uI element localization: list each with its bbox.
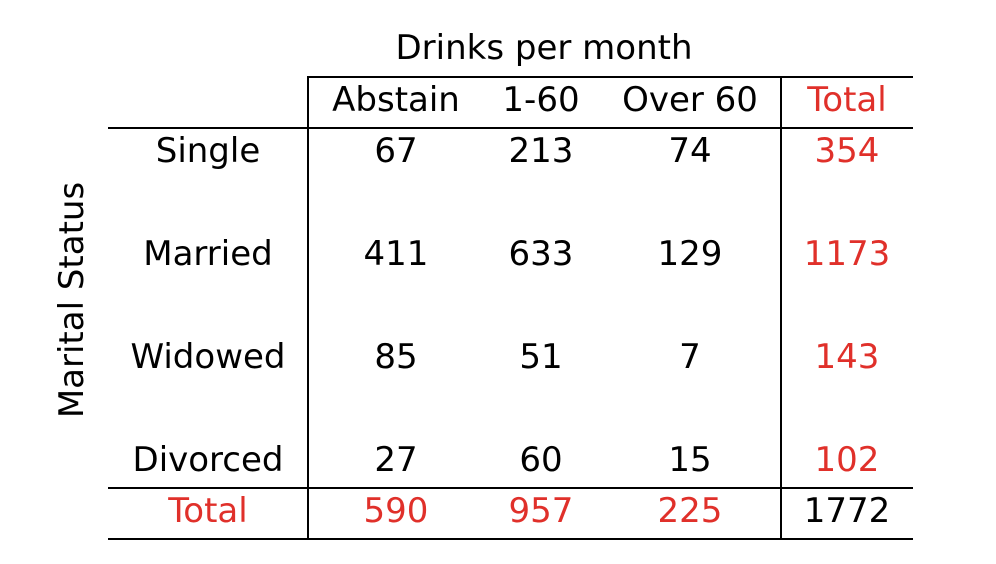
cell-single-over-60: 74 (668, 131, 712, 171)
header-top-rule (308, 76, 913, 78)
cell-widowed-over-60: 7 (679, 337, 701, 377)
cell-widowed-total: 143 (814, 337, 880, 377)
cell-total-abstain: 590 (363, 491, 429, 531)
cell-divorced-abstain: 27 (374, 440, 418, 480)
cell-widowed-1-60: 51 (519, 337, 563, 377)
cell-single-1-60: 213 (508, 131, 574, 171)
cell-single-abstain: 67 (374, 131, 418, 171)
row-label-single: Single (155, 131, 261, 171)
row-label-widowed: Widowed (130, 337, 286, 377)
cell-divorced-1-60: 60 (519, 440, 563, 480)
cell-single-total: 354 (814, 131, 880, 171)
row-label-divider (307, 76, 309, 540)
cell-married-abstain: 411 (363, 234, 429, 274)
cell-divorced-over-60: 15 (668, 440, 712, 480)
header-bottom-rule (108, 127, 913, 129)
cell-married-1-60: 633 (508, 234, 574, 274)
cell-married-total: 1173 (803, 234, 891, 274)
cell-divorced-total: 102 (814, 440, 880, 480)
total-column-divider (780, 76, 782, 540)
row-label-married: Married (143, 234, 273, 274)
total-row-rule (108, 487, 913, 489)
cell-grand-total: 1772 (803, 491, 891, 531)
column-group-title: Drinks per month (395, 28, 693, 68)
col-header-abstain: Abstain (332, 80, 460, 120)
cell-married-over-60: 129 (657, 234, 723, 274)
col-header-1-60: 1-60 (502, 80, 580, 120)
table-bottom-rule (108, 538, 913, 540)
row-label-total: Total (168, 491, 248, 531)
row-group-title: Marital Status (52, 181, 92, 419)
cell-total-1-60: 957 (508, 491, 574, 531)
cell-total-over-60: 225 (657, 491, 723, 531)
row-label-divorced: Divorced (132, 440, 284, 480)
col-header-total: Total (807, 80, 887, 120)
cell-widowed-abstain: 85 (374, 337, 418, 377)
col-header-over-60: Over 60 (622, 80, 758, 120)
